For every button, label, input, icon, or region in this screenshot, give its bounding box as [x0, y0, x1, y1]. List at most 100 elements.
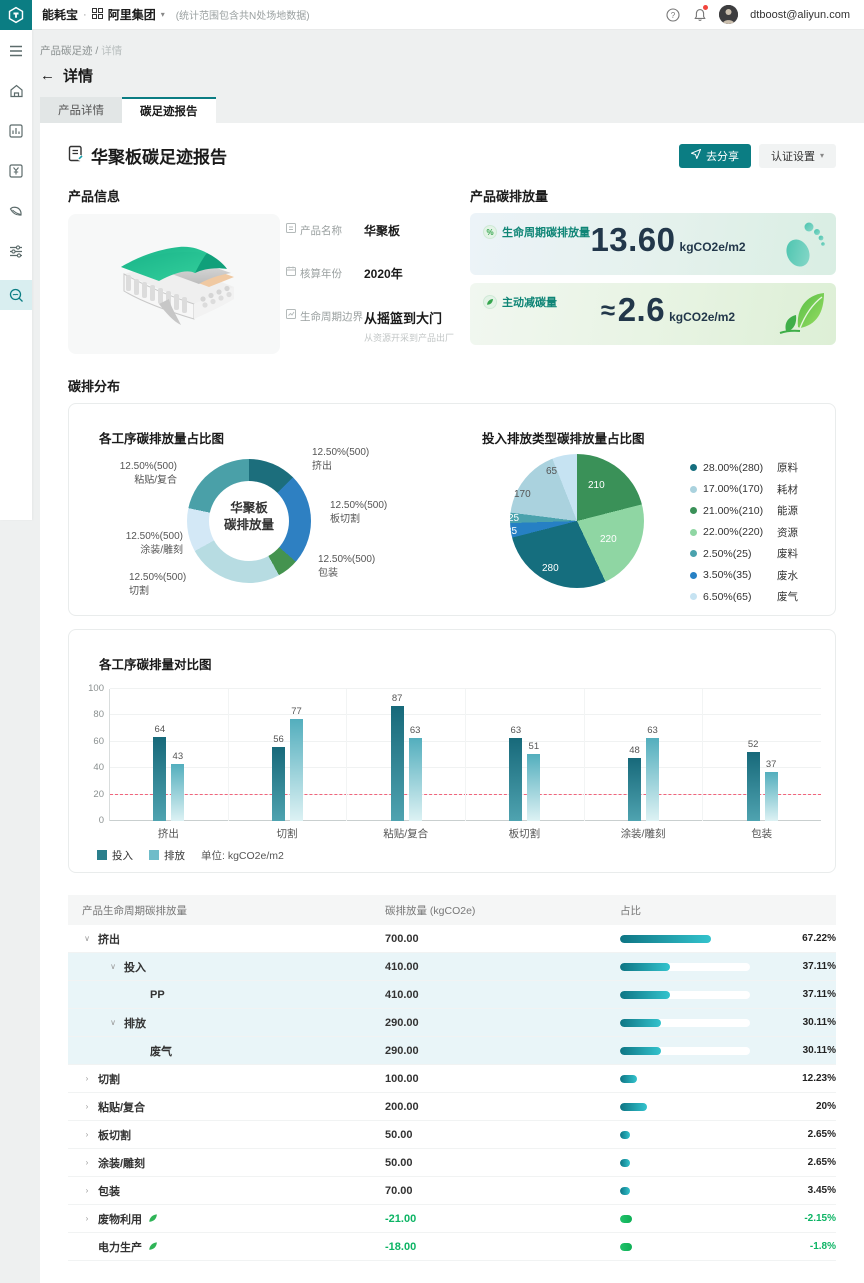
pie-legend-item[interactable]: 6.50%(65) 废气 — [690, 589, 798, 604]
scope-note: (统计范围包含共N处场地数据) — [175, 11, 310, 22]
table-row[interactable]: › 涂装/雕刻 50.00 2.65% — [68, 1149, 836, 1177]
notification-bell-icon[interactable] — [692, 5, 709, 22]
expand-caret-icon[interactable]: › — [85, 1102, 89, 1111]
pie-legend-item[interactable]: 17.00%(170) 耗材 — [690, 482, 798, 497]
leaf-badge-icon — [483, 295, 497, 309]
tab-bar: 产品详情 碳足迹报告 — [40, 97, 864, 123]
product-info-title: 产品信息 — [68, 189, 121, 204]
row-emission-value: 410.00 — [385, 960, 419, 973]
org-caret-icon[interactable]: ▾ — [160, 10, 165, 19]
bar — [290, 719, 303, 821]
tab-footprint-report[interactable]: 碳足迹报告 — [122, 97, 216, 123]
app-logo-icon[interactable] — [0, 0, 32, 30]
sliders-icon[interactable] — [0, 236, 32, 266]
cert-caret-icon: ▾ — [819, 151, 824, 160]
avatar[interactable] — [719, 5, 739, 24]
home-icon[interactable] — [0, 76, 32, 106]
pie-legend-item[interactable]: 22.00%(220) 资源 — [690, 525, 798, 540]
green-leaf-icon — [148, 1241, 158, 1253]
table-row[interactable]: ∨ 排放 290.00 30.11% — [68, 1009, 836, 1037]
expand-caret-icon[interactable]: › — [85, 1130, 89, 1139]
cert-settings-button[interactable]: 认证设置 ▾ — [758, 143, 836, 168]
menu-icon[interactable] — [0, 36, 32, 66]
row-label: 包装 — [98, 1185, 120, 1198]
row-percent-bar — [620, 934, 711, 943]
row-percent-bar — [620, 1242, 632, 1251]
bar-legend-item[interactable]: 排放 — [149, 848, 185, 863]
donut-chart-title: 各工序碳排放量占比图 — [99, 432, 225, 446]
table-row[interactable]: › 板切割 50.00 2.65% — [68, 1121, 836, 1149]
org-selector[interactable]: 阿里集团 — [107, 8, 156, 22]
row-label: 粘贴/复合 — [98, 1101, 146, 1114]
bar — [628, 757, 642, 821]
table-row[interactable]: 电力生产 -18.00 -1.8% — [68, 1233, 836, 1261]
table-row[interactable]: 废气 290.00 30.11% — [68, 1037, 836, 1065]
leaf-icon[interactable] — [0, 196, 32, 226]
report-icon[interactable] — [0, 116, 32, 146]
collapse-caret-icon[interactable]: ∨ — [110, 1018, 116, 1027]
back-arrow-icon[interactable]: ← — [40, 67, 55, 84]
row-percent-value: 20% — [815, 1101, 836, 1112]
search-icon[interactable] — [0, 280, 32, 310]
brand-separator: · — [83, 8, 87, 21]
expand-caret-icon[interactable]: › — [85, 1214, 89, 1223]
bar — [764, 772, 778, 821]
legend-dot-icon — [690, 528, 697, 536]
breadcrumb: 产品碳足迹 / 详情 — [40, 45, 123, 57]
collapse-caret-icon[interactable]: ∨ — [84, 934, 90, 943]
field-lifecycle-boundary: 生命周期边界 从摇篮到大门 从资源开采到产品出厂 — [286, 308, 454, 344]
main-area: 产品碳足迹 / 详情 ← 详情 产品详情 碳足迹报告 华聚板碳足迹报告 去分享 … — [40, 30, 864, 1283]
pie-legend-item[interactable]: 2.50%(25) 废料 — [690, 546, 798, 561]
row-percent-value: 30.11% — [802, 1017, 836, 1028]
pie-legend-item[interactable]: 28.00%(280) 原料 — [690, 460, 798, 475]
bar-unit-label: 单位: kgCO2e/m2 — [201, 850, 284, 862]
user-email[interactable]: dtboost@aliyun.com — [750, 8, 850, 21]
row-percent-value: -2.15% — [804, 1213, 836, 1224]
donut-center-label: 华聚板 碳排放量 — [223, 501, 274, 532]
tab-product-detail[interactable]: 产品详情 — [40, 97, 122, 123]
donut-label: 12.50%(500) 粘贴/复合 — [119, 461, 177, 486]
breadcrumb-section[interactable]: 产品碳足迹 — [40, 45, 93, 57]
table-row[interactable]: › 切割 100.00 12.23% — [68, 1065, 836, 1093]
content-card: 华聚板碳足迹报告 去分享 认证设置 ▾ 产品信息 — [40, 123, 864, 1283]
expand-caret-icon[interactable]: › — [85, 1074, 89, 1083]
send-icon — [690, 148, 702, 162]
process-donut-chart: 各工序碳排放量占比图 华聚板 碳排放量 12.50%(500) 挤出 12.50%… — [69, 404, 452, 615]
field-accounting-year: 核算年份 2020年 — [286, 265, 454, 282]
bar-category-label: 包装 — [751, 828, 773, 840]
table-row[interactable]: › 包装 70.00 3.45% — [68, 1177, 836, 1205]
row-label: 板切割 — [98, 1129, 131, 1142]
reduction-card: 主动减碳量 ≈2.6 kgCO2e/m2 — [470, 283, 836, 345]
table-row[interactable]: ∨ 挤出 700.00 67.22% — [68, 925, 836, 953]
row-percent-value: 3.45% — [807, 1185, 836, 1196]
help-icon[interactable]: ? — [665, 7, 680, 22]
expand-caret-icon[interactable]: › — [85, 1158, 89, 1167]
app-title: 能耗宝 — [42, 8, 79, 22]
row-emission-value: 700.00 — [385, 932, 419, 945]
share-button[interactable]: 去分享 — [678, 143, 751, 168]
row-emission-value: 70.00 — [385, 1184, 413, 1197]
leaves-icon — [770, 287, 828, 344]
expand-caret-icon[interactable]: › — [85, 1186, 89, 1195]
table-row[interactable]: ∨ 投入 410.00 37.11% — [68, 953, 836, 981]
donut-label: 12.50%(500) 切割 — [129, 572, 187, 597]
donut-label: 12.50%(500) 挤出 — [312, 447, 370, 472]
collapse-caret-icon[interactable]: ∨ — [110, 962, 116, 971]
pie-legend-item[interactable]: 3.50%(35) 废水 — [690, 568, 798, 583]
table-row[interactable]: › 粘贴/复合 200.00 20% — [68, 1093, 836, 1121]
billing-icon[interactable] — [0, 156, 32, 186]
green-leaf-icon — [148, 1213, 158, 1225]
row-label: 废气 — [150, 1045, 172, 1058]
pie-legend-item[interactable]: 21.00%(210) 能源 — [690, 503, 798, 518]
bar — [171, 764, 185, 821]
bar-category-label: 粘贴/复合 — [383, 828, 429, 840]
table-row[interactable]: › 废物利用 -21.00 -2.15% — [68, 1205, 836, 1233]
table-row[interactable]: PP 410.00 37.11% — [68, 981, 836, 1009]
table-header: 产品生命周期碳排放量 碳排放量 (kgCO2e) 占比 — [68, 895, 836, 925]
bar-legend-item[interactable]: 投入 — [97, 848, 133, 863]
bar-group: 52 37 — [703, 689, 821, 821]
reduction-value: ≈2.6 kgCO2e/m2 — [600, 291, 736, 328]
topbar: 能耗宝 · 阿里集团 ▾ (统计范围包含共N处场地数据) ? dtboost@a… — [0, 0, 864, 30]
row-emission-value: 410.00 — [385, 988, 419, 1001]
org-icon — [91, 7, 103, 22]
